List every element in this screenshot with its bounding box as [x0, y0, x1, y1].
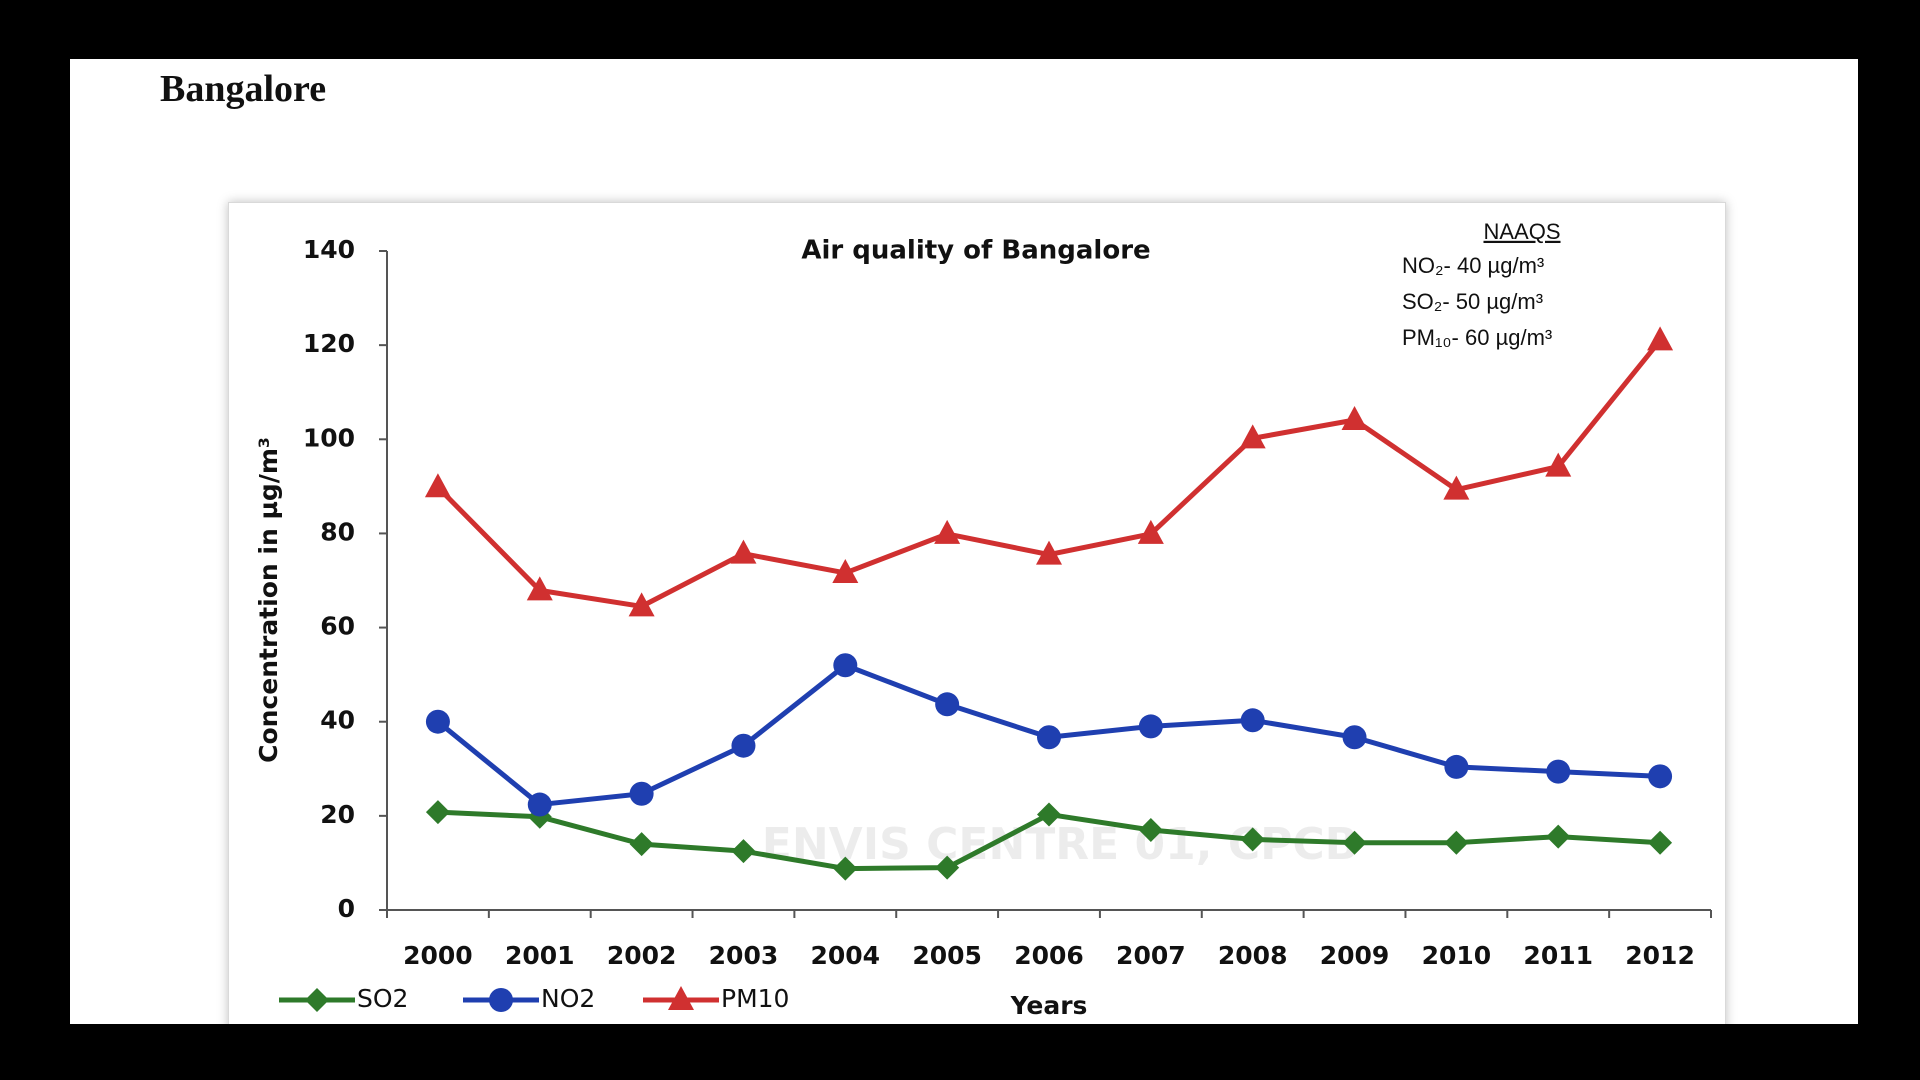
- x-tick-label: 2003: [709, 941, 779, 970]
- x-tick-label: 2001: [505, 941, 575, 970]
- x-tick-label: 2007: [1116, 941, 1186, 970]
- data-point: [1648, 764, 1673, 789]
- y-tick-label: 120: [303, 329, 355, 358]
- x-tick-label: 2008: [1218, 941, 1288, 970]
- data-point: [1342, 725, 1367, 750]
- data-point: [731, 839, 756, 864]
- data-point: [1138, 714, 1163, 739]
- x-tick-label: 2006: [1014, 941, 1084, 970]
- data-point: [1341, 405, 1368, 430]
- data-point: [1546, 824, 1571, 849]
- y-tick-label: 140: [303, 235, 355, 264]
- legend-marker: [668, 986, 694, 1010]
- x-tick-label: 2005: [912, 941, 982, 970]
- data-point: [1037, 802, 1061, 827]
- y-tick-label: 60: [320, 612, 355, 641]
- chart-frame: [228, 202, 1726, 1024]
- chart: Air quality of Bangalore ENVIS CENTRE 01…: [254, 219, 1712, 1020]
- data-point: [935, 692, 960, 717]
- x-tick-label: 2010: [1422, 941, 1492, 970]
- y-tick-label: 80: [320, 517, 355, 546]
- legend-label: SO2: [357, 984, 408, 1013]
- annotation-line: PM₁₀- 60 µg/m³: [1402, 325, 1552, 350]
- x-tick-label: 2009: [1320, 941, 1390, 970]
- heading: Bangalore: [160, 68, 327, 110]
- data-point: [1648, 830, 1673, 855]
- data-point: [1239, 424, 1266, 449]
- y-tick-label: 0: [338, 894, 355, 923]
- data-point: [425, 709, 450, 734]
- data-point: [1240, 708, 1265, 733]
- legend-label: PM10: [721, 984, 789, 1013]
- y-axis-label: Concentration in µg/m³: [254, 437, 283, 763]
- x-tick-label: 2004: [811, 941, 881, 970]
- x-tick-label: 2012: [1625, 941, 1695, 970]
- legend-marker: [489, 988, 513, 1012]
- data-point: [934, 519, 961, 544]
- data-point: [1647, 326, 1674, 351]
- data-point: [526, 576, 553, 601]
- chart-title: Air quality of Bangalore: [801, 236, 1150, 266]
- x-tick-label: 2000: [403, 941, 473, 970]
- legend-label: NO2: [541, 984, 595, 1013]
- annotation-line: SO₂- 50 µg/m³: [1402, 289, 1543, 314]
- data-point: [731, 733, 756, 758]
- watermark: ENVIS CENTRE 01, CPCB: [762, 819, 1358, 870]
- data-point: [1546, 759, 1571, 784]
- data-point: [527, 792, 552, 817]
- data-point: [1138, 817, 1163, 842]
- data-point: [424, 473, 451, 498]
- data-point: [730, 539, 757, 564]
- document-page: Bangalore: [70, 59, 1858, 1024]
- data-point: [1444, 830, 1469, 855]
- data-point: [1036, 540, 1062, 565]
- x-tick-label: 2011: [1523, 941, 1593, 970]
- legend-marker: [305, 988, 329, 1012]
- data-point: [628, 592, 655, 617]
- data-point: [1443, 475, 1470, 500]
- data-point: [1137, 519, 1164, 544]
- annotation-line: NO₂- 40 µg/m³: [1402, 253, 1544, 278]
- x-tick-label: 2002: [607, 941, 677, 970]
- x-axis-label: Years: [1010, 991, 1088, 1020]
- y-tick-label: 100: [303, 423, 355, 452]
- data-point: [1342, 830, 1367, 855]
- data-point: [1545, 452, 1572, 477]
- data-point: [425, 800, 450, 825]
- data-point: [1240, 827, 1265, 852]
- data-point: [629, 832, 654, 857]
- y-tick-label: 40: [320, 706, 355, 735]
- y-tick-label: 20: [320, 800, 355, 829]
- data-point: [832, 558, 859, 583]
- data-point: [833, 856, 858, 881]
- data-point: [833, 653, 858, 678]
- annotation-title: NAAQS: [1483, 219, 1560, 244]
- series-line: [436, 338, 1663, 609]
- data-point: [629, 781, 654, 806]
- data-point: [1444, 754, 1469, 779]
- data-point: [1037, 725, 1061, 750]
- data-point: [935, 855, 960, 880]
